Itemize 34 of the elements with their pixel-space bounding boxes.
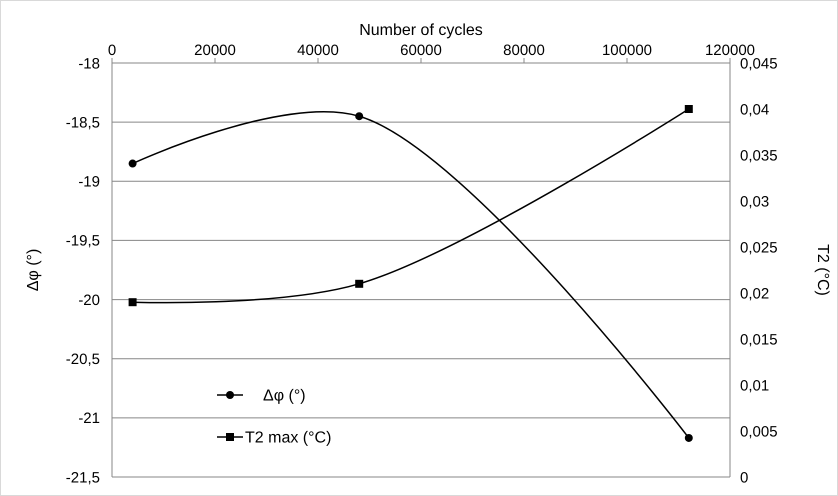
y2-tick-label: 0: [740, 469, 748, 486]
y-tick-label: -19,5: [66, 232, 100, 250]
y-tick-label: -20: [78, 292, 100, 309]
point: [128, 298, 137, 306]
y2-tick-label: 0,035: [740, 147, 778, 164]
y2-tick-label: 0,04: [740, 101, 770, 118]
point: [355, 280, 364, 288]
y2-axis-title: T2 (°C): [814, 244, 831, 296]
point: [355, 112, 364, 120]
y-tick-label: -21,5: [66, 469, 100, 486]
y2-tick-label: 0,005: [740, 423, 778, 440]
y2-tick-label: 0,01: [740, 377, 770, 394]
y2-tick-label: 0,03: [740, 193, 770, 210]
x-tick-label: 60000: [400, 42, 442, 59]
y-axis-title: Δφ (°): [25, 248, 42, 292]
x-tick-label: 80000: [503, 42, 545, 59]
x-tick-label: 20000: [194, 42, 236, 59]
y-tick-label: -18,5: [66, 114, 100, 132]
point: [128, 160, 137, 168]
x-tick-label: 40000: [297, 42, 339, 59]
x-axis-title: Number of cycles: [359, 22, 483, 39]
point: [684, 434, 693, 442]
legend-label: T2 max (°C): [245, 430, 332, 447]
x-tick-label: 0: [108, 42, 116, 59]
x-tick-label: 100000: [602, 42, 652, 59]
point: [684, 105, 693, 113]
y2-tick-label: 0,015: [740, 331, 778, 348]
y-tick-label: -19: [78, 174, 100, 191]
y2-tick-label: 0,025: [740, 239, 778, 256]
y-tick-label: -20,5: [66, 350, 100, 368]
y2-tick-label: 0,02: [740, 285, 770, 302]
y-tick-label: -18: [78, 55, 100, 72]
y-tick-label: -21: [78, 410, 100, 428]
legend-label: Δφ (°): [263, 388, 306, 405]
